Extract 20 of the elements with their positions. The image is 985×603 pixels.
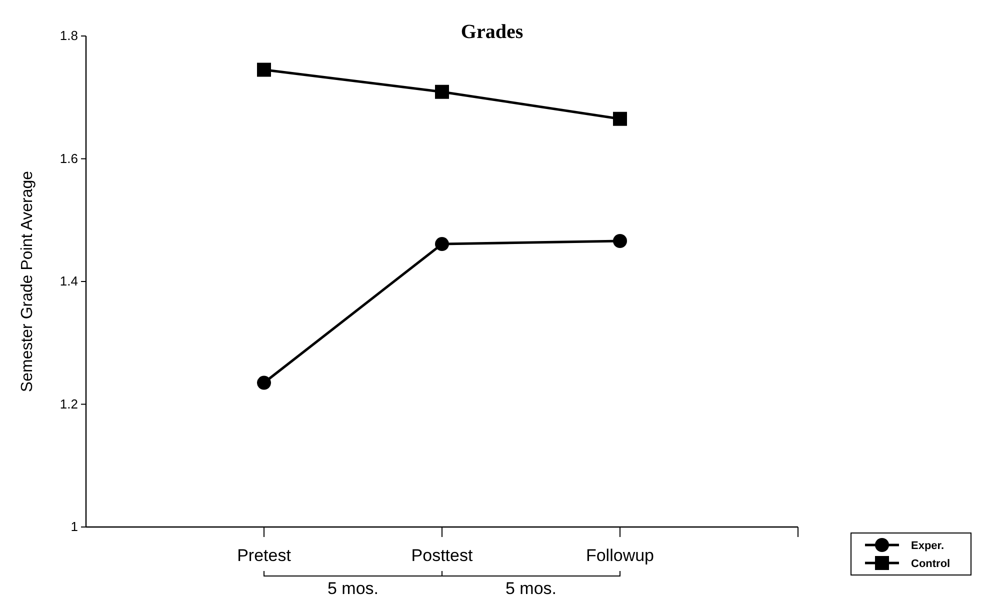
point bbox=[613, 112, 627, 126]
point bbox=[613, 234, 627, 248]
text: 5 mos. bbox=[505, 579, 557, 598]
y-tick-label: 1.4 bbox=[60, 274, 78, 288]
point bbox=[257, 62, 271, 77]
legend-label: Control bbox=[911, 558, 950, 570]
point bbox=[435, 237, 449, 252]
x-tick-label: Posttest bbox=[411, 546, 473, 565]
legend-label: Exper. bbox=[911, 540, 944, 552]
y-tick-label: 1.8 bbox=[60, 28, 78, 43]
point bbox=[257, 376, 271, 390]
text: 5 mos. bbox=[327, 579, 379, 598]
point bbox=[435, 84, 449, 99]
y-tick-label: 1 bbox=[70, 519, 78, 534]
chart-title: Grades bbox=[460, 21, 524, 43]
x-tick-label: Followup bbox=[586, 546, 654, 565]
x-tick-label: Pretest bbox=[237, 546, 292, 565]
y-tick-label: 1.6 bbox=[60, 150, 78, 166]
y-tick-label: 1.2 bbox=[60, 396, 78, 412]
y-axis-title: Semester Grade Point Average bbox=[19, 170, 36, 392]
